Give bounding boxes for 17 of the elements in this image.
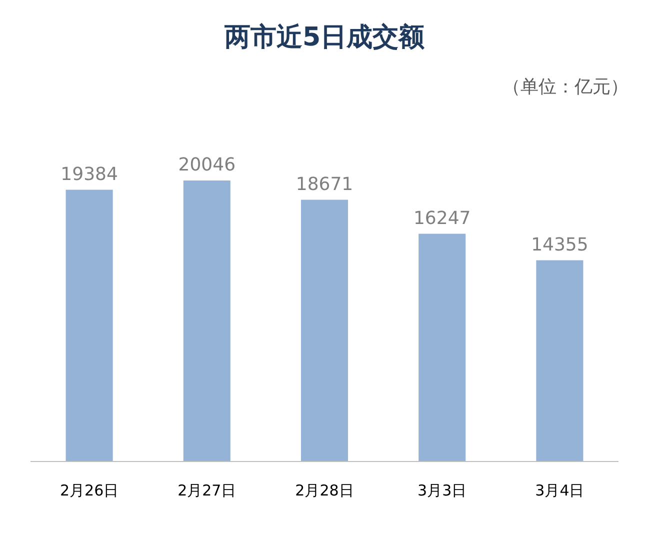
bar [536, 260, 584, 462]
x-tick-label: 3月3日 [418, 482, 467, 500]
x-tick-label: 2月28日 [295, 482, 354, 500]
data-label: 19384 [60, 164, 118, 185]
data-label: 18671 [296, 174, 354, 195]
bar [183, 180, 230, 462]
bar [66, 190, 113, 462]
bar [418, 234, 466, 462]
chart-title: 两市近5日成交额 [223, 22, 426, 52]
text: （单位：亿元） [502, 76, 628, 98]
x-tick-label: 2月26日 [60, 482, 119, 500]
x-tick-label: 3月4日 [535, 482, 584, 500]
x-tick-label: 2月27日 [178, 482, 236, 500]
data-label: 16247 [413, 208, 471, 229]
data-label: 14355 [531, 234, 588, 256]
bar [300, 200, 348, 462]
data-label: 20046 [178, 154, 236, 176]
